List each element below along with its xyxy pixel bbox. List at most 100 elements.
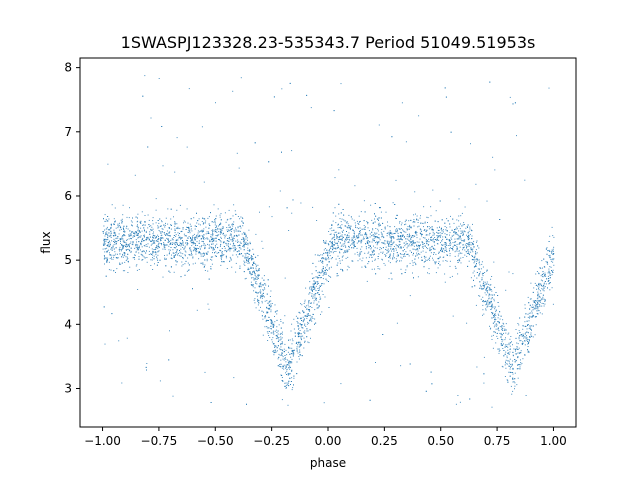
data-point: [314, 293, 316, 295]
data-point: [428, 226, 430, 228]
data-point: [128, 245, 130, 246]
data-point: [392, 236, 394, 238]
data-point: [396, 322, 398, 324]
data-point: [384, 264, 386, 266]
data-point: [217, 247, 219, 249]
data-point: [381, 229, 383, 230]
data-point: [270, 311, 272, 313]
data-point: [507, 379, 509, 381]
data-point: [298, 333, 300, 335]
data-point: [122, 235, 124, 236]
data-point: [157, 220, 159, 221]
data-point: [281, 377, 283, 378]
data-point: [406, 266, 408, 268]
data-point: [399, 253, 401, 255]
data-point: [437, 267, 439, 269]
data-point: [122, 270, 124, 272]
data-point: [381, 242, 383, 244]
data-point: [512, 103, 514, 105]
data-point: [104, 243, 106, 245]
data-point: [544, 274, 546, 276]
data-point: [270, 305, 272, 307]
data-point: [491, 339, 493, 340]
data-point: [168, 270, 170, 272]
data-point: [111, 240, 113, 242]
data-point: [520, 359, 521, 361]
data-point: [156, 264, 158, 266]
data-point: [150, 228, 152, 230]
data-point: [423, 266, 425, 268]
data-point: [157, 250, 159, 252]
data-point: [527, 313, 529, 315]
data-point: [308, 342, 310, 344]
data-point: [395, 247, 397, 249]
data-point: [165, 234, 167, 236]
data-point: [227, 249, 229, 251]
data-point: [253, 262, 254, 264]
data-point: [252, 248, 254, 250]
data-point: [279, 365, 281, 367]
data-point: [413, 221, 415, 222]
data-point: [386, 235, 388, 237]
data-point: [183, 220, 185, 222]
data-point: [242, 255, 244, 257]
data-point: [374, 259, 376, 261]
data-point: [441, 251, 443, 253]
data-point: [198, 240, 200, 242]
data-point: [482, 275, 484, 277]
data-point: [256, 292, 258, 294]
data-point: [335, 242, 337, 244]
data-point: [513, 348, 515, 350]
data-point: [227, 245, 229, 247]
data-point: [317, 307, 319, 309]
data-point: [324, 272, 326, 274]
data-point: [421, 256, 423, 258]
data-point: [408, 245, 410, 247]
data-point: [244, 232, 246, 234]
data-point: [438, 252, 440, 254]
data-point: [117, 225, 119, 227]
data-point: [514, 361, 516, 363]
data-point: [477, 268, 479, 270]
data-point: [379, 247, 381, 249]
data-point: [232, 215, 234, 217]
data-point: [130, 235, 132, 237]
data-point: [180, 245, 182, 247]
data-point: [110, 230, 112, 232]
data-point: [525, 339, 527, 341]
data-point: [438, 239, 440, 241]
data-point: [434, 261, 436, 263]
data-point: [261, 277, 263, 279]
data-point: [331, 251, 333, 253]
data-point: [397, 238, 399, 240]
data-point: [341, 235, 343, 237]
data-point: [425, 234, 427, 236]
data-point: [158, 246, 160, 248]
data-point: [129, 234, 131, 236]
data-point: [169, 242, 171, 244]
data-point: [470, 247, 472, 249]
data-point: [457, 250, 459, 252]
data-point: [549, 274, 551, 276]
data-point: [276, 336, 278, 338]
data-point: [511, 372, 513, 373]
data-point: [192, 256, 194, 258]
data-point: [240, 216, 242, 218]
data-point: [449, 265, 451, 267]
data-point: [364, 229, 366, 230]
data-point: [466, 253, 468, 254]
data-point: [384, 240, 386, 242]
data-point: [220, 250, 222, 252]
data-point: [489, 325, 490, 327]
data-point: [188, 230, 190, 231]
data-point: [538, 301, 540, 303]
data-point: [142, 259, 144, 260]
data-point: [191, 238, 193, 240]
data-point: [529, 327, 531, 329]
data-point: [141, 238, 143, 240]
data-point: [344, 241, 346, 243]
data-point: [117, 223, 119, 225]
data-point: [524, 304, 526, 306]
data-point: [547, 261, 548, 263]
data-point: [449, 223, 451, 225]
